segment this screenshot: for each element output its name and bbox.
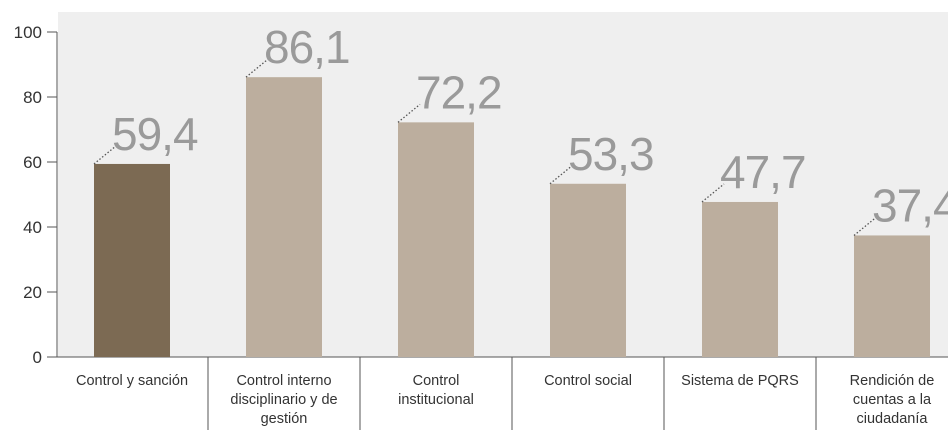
x-tick-label: institucional bbox=[398, 392, 474, 408]
leader-line bbox=[701, 183, 725, 203]
data-label: 47,7 bbox=[720, 146, 806, 198]
y-tick-label: 60 bbox=[23, 153, 42, 172]
data-label: 53,3 bbox=[568, 128, 654, 180]
y-tick-label: 100 bbox=[14, 23, 42, 42]
bar bbox=[550, 183, 626, 357]
plot-background bbox=[58, 12, 948, 357]
leader-line bbox=[549, 165, 573, 185]
bar bbox=[702, 201, 778, 357]
data-label: 86,1 bbox=[264, 21, 350, 73]
y-tick-label: 0 bbox=[33, 348, 42, 367]
y-tick-label: 20 bbox=[23, 283, 42, 302]
data-label: 37,4 bbox=[872, 179, 948, 231]
bar bbox=[94, 163, 170, 357]
x-tick-label: Rendición de bbox=[850, 373, 935, 389]
bar bbox=[246, 77, 322, 358]
leader-line bbox=[853, 216, 877, 236]
x-tick-label: Control y sanción bbox=[76, 373, 188, 389]
x-tick-label: Control bbox=[413, 373, 460, 389]
bar bbox=[854, 235, 930, 357]
leader-line bbox=[397, 103, 421, 123]
bar bbox=[398, 122, 474, 357]
x-tick-label: cuentas a la bbox=[853, 392, 932, 408]
x-tick-label: ciudadanía bbox=[857, 411, 929, 427]
leader-line bbox=[245, 58, 269, 78]
x-tick-label: Control interno bbox=[236, 373, 331, 389]
y-tick-label: 40 bbox=[23, 218, 42, 237]
leader-line bbox=[93, 145, 117, 165]
x-tick-label: Control social bbox=[544, 373, 632, 389]
x-tick-label: disciplinario y de bbox=[230, 392, 337, 408]
y-tick-label: 80 bbox=[23, 88, 42, 107]
data-label: 72,2 bbox=[416, 66, 502, 118]
x-tick-label: gestión bbox=[261, 411, 308, 427]
x-tick-label: Sistema de PQRS bbox=[681, 373, 799, 389]
data-label: 59,4 bbox=[112, 108, 198, 160]
